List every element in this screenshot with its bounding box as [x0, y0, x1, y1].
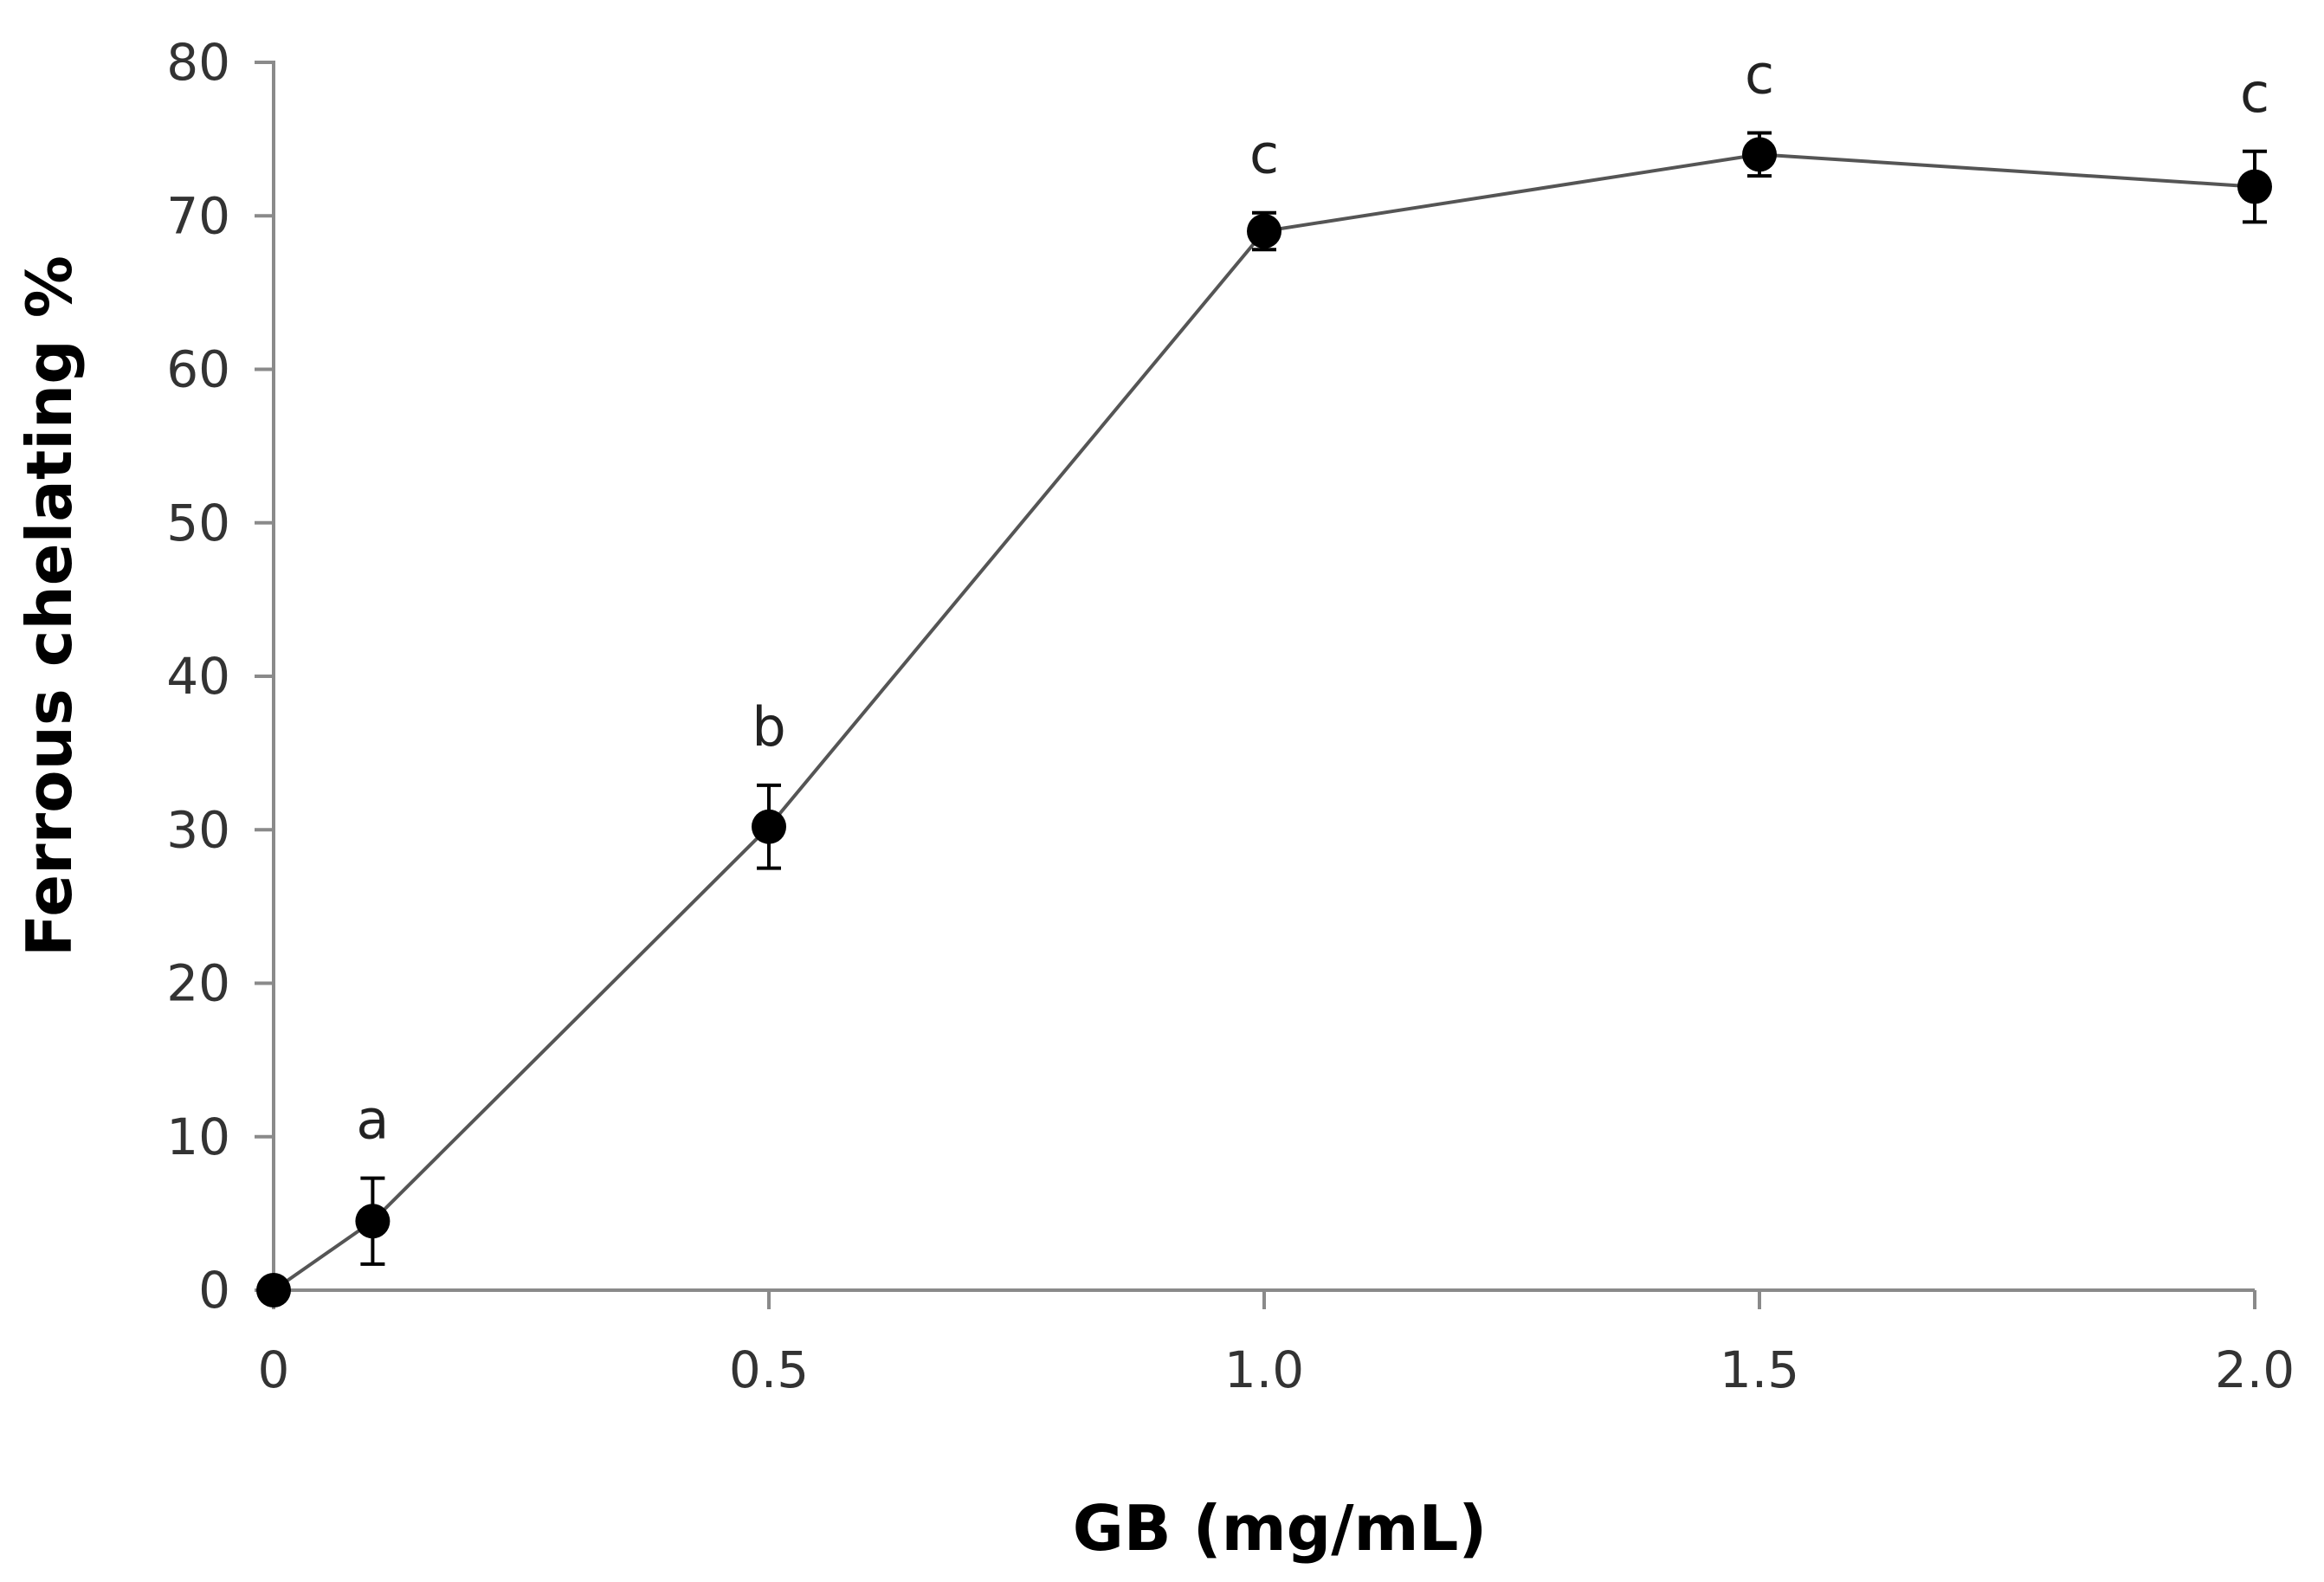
y-tick-label: 70 [166, 186, 230, 245]
significance-label: b [752, 695, 785, 759]
y-tick-label: 30 [166, 800, 230, 859]
y-axis-ticks: 0 10 20 30 40 50 60 70 80 [166, 33, 274, 1320]
data-point [1247, 213, 1281, 249]
y-tick-label: 40 [166, 647, 230, 706]
y-tick-label: 0 [198, 1261, 230, 1320]
data-point [355, 1204, 391, 1239]
significance-label: c [1745, 43, 1774, 107]
y-tick-label: 50 [166, 494, 230, 552]
x-tick-label: 0.5 [729, 1340, 809, 1399]
x-axis-ticks: 0 0.5 1.0 1.5 2.0 [258, 1290, 2295, 1399]
y-tick-label: 10 [166, 1107, 230, 1166]
y-tick-label: 60 [166, 340, 230, 399]
series-layer: a b c c c [256, 43, 2272, 1308]
series-line [272, 152, 2256, 1292]
x-axis-title: GB (mg/mL) [1073, 1492, 1488, 1565]
y-tick-label: 80 [166, 33, 230, 92]
significance-label: c [2240, 61, 2269, 125]
y-axis-title: Ferrous chelating % [13, 255, 86, 957]
x-tick-label: 2.0 [2215, 1340, 2295, 1399]
data-point [2237, 169, 2272, 204]
x-tick-label: 0 [258, 1340, 290, 1399]
x-tick-label: 1.0 [1224, 1340, 1304, 1399]
x-tick-label: 1.5 [1720, 1340, 1799, 1399]
data-point [256, 1273, 291, 1308]
data-point [1742, 137, 1777, 172]
significance-label: c [1249, 123, 1279, 186]
significance-label: a [356, 1088, 389, 1152]
data-point [752, 809, 786, 844]
y-tick-label: 20 [166, 954, 230, 1013]
